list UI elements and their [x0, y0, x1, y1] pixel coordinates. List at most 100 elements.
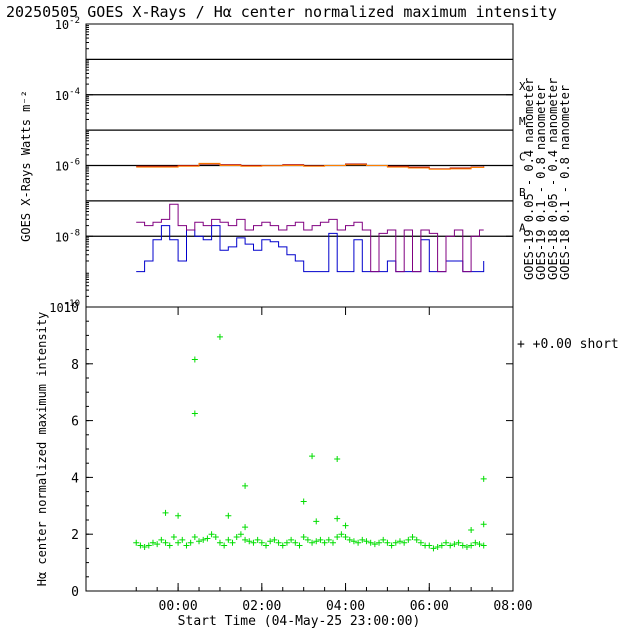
halpha-point — [409, 534, 416, 541]
halpha-point — [459, 542, 466, 549]
bottom-x-tick-label: 08:00 — [493, 599, 532, 614]
halpha-point — [405, 536, 412, 543]
xray-series-group — [136, 162, 485, 273]
halpha-point — [384, 539, 391, 546]
halpha-point — [258, 539, 265, 546]
halpha-legend: + +0.00 short — [517, 337, 619, 352]
halpha-point — [304, 536, 311, 543]
halpha-point — [388, 542, 395, 549]
flare-class-label: X — [519, 80, 526, 93]
halpha-point — [434, 543, 441, 550]
halpha-point — [191, 534, 198, 541]
flare-class-label: M — [519, 115, 526, 128]
halpha-point — [329, 539, 336, 546]
halpha-point — [267, 538, 274, 545]
halpha-point — [472, 539, 479, 546]
halpha-point — [350, 538, 357, 545]
halpha-point — [468, 542, 475, 549]
halpha-point — [321, 539, 328, 546]
halpha-point — [216, 333, 223, 340]
halpha-point — [292, 539, 299, 546]
halpha-point — [233, 534, 240, 541]
bottom-y-tick-label: 6 — [71, 415, 79, 430]
bottom-x-tick-label: 06:00 — [410, 599, 449, 614]
halpha-point — [237, 531, 244, 538]
bottom-x-tick-label: 02:00 — [242, 599, 281, 614]
halpha-point — [426, 542, 433, 549]
xray-legend-entry: GOES-18 0.1 - 0.8 nanometer — [558, 85, 572, 280]
halpha-point — [480, 542, 487, 549]
halpha-point — [275, 539, 282, 546]
halpha-point — [468, 526, 475, 533]
halpha-point — [317, 536, 324, 543]
halpha-point — [313, 518, 320, 525]
halpha-point — [196, 538, 203, 545]
halpha-point — [242, 536, 249, 543]
halpha-point — [430, 545, 437, 552]
halpha-point — [149, 539, 156, 546]
bottom-x-tick-label: 04:00 — [326, 599, 365, 614]
bottom-y-tick-label: 4 — [71, 471, 79, 486]
halpha-point — [208, 531, 215, 538]
halpha-point — [250, 539, 257, 546]
bottom-x-axis-label: Start Time (04-May-25 23:00:00) — [178, 614, 421, 629]
xray-series-line-0 — [136, 225, 485, 273]
xray-legend-entry: GOES-19 0.05 - 0.4 nanometer — [522, 78, 536, 280]
flare-class-labels: A B C M X — [519, 80, 526, 235]
xray-legend-entry: GOES-19 0.1 - 0.8 nanometer — [534, 85, 548, 280]
flare-level-lines — [86, 58, 513, 237]
bottom-x-tick-label: 00:00 — [159, 599, 198, 614]
halpha-point — [183, 542, 190, 549]
halpha-point — [283, 539, 290, 546]
halpha-point — [166, 542, 173, 549]
halpha-point — [334, 515, 341, 522]
halpha-point — [162, 539, 169, 546]
halpha-point — [438, 542, 445, 549]
halpha-point — [342, 534, 349, 541]
halpha-point — [447, 542, 454, 549]
bottom-y-axis-label: Hα center normalized maximum intensity — [35, 312, 49, 587]
halpha-point — [363, 538, 370, 545]
halpha-point — [288, 536, 295, 543]
halpha-point — [300, 498, 307, 505]
halpha-point — [380, 536, 387, 543]
halpha-point — [401, 539, 408, 546]
halpha-point — [221, 542, 228, 549]
halpha-point — [480, 475, 487, 482]
halpha-point — [355, 539, 362, 546]
flare-class-label: B — [519, 186, 526, 199]
top-y-axis-label-text: GOES X-Rays Watts m⁻² — [19, 90, 33, 242]
top-y-ticks: 10-10 10-8 10-6 10-4 10-2 — [49, 16, 513, 315]
halpha-legend-text: + +0.00 short — [517, 337, 619, 352]
flare-class-label: A — [519, 221, 526, 234]
halpha-point — [242, 524, 249, 531]
bottom-x-ticks: 00:00 02:00 04:00 06:00 08:00 — [135, 307, 533, 614]
halpha-point — [279, 542, 286, 549]
flare-class-label: C — [519, 151, 526, 164]
halpha-point — [225, 536, 232, 543]
halpha-point — [417, 539, 424, 546]
halpha-point — [463, 543, 470, 550]
halpha-point — [242, 482, 249, 489]
halpha-point — [313, 538, 320, 545]
halpha-point — [137, 542, 144, 549]
halpha-point — [133, 539, 140, 546]
halpha-point — [254, 536, 261, 543]
bottom-y-tick-label: 0 — [71, 585, 79, 600]
halpha-point — [451, 541, 458, 548]
halpha-point — [225, 512, 232, 519]
top-y-axis-label: GOES X-Rays Watts m⁻² — [19, 90, 33, 242]
halpha-point — [175, 512, 182, 519]
halpha-point — [476, 541, 483, 548]
halpha-point — [325, 536, 332, 543]
halpha-point — [309, 539, 316, 546]
halpha-point — [145, 542, 152, 549]
halpha-point — [204, 535, 211, 542]
halpha-point — [342, 522, 349, 529]
bottom-y-tick-label: 10 — [63, 301, 79, 316]
halpha-point — [141, 543, 148, 550]
halpha-point — [216, 539, 223, 546]
halpha-point — [367, 539, 374, 546]
halpha-point — [396, 538, 403, 545]
